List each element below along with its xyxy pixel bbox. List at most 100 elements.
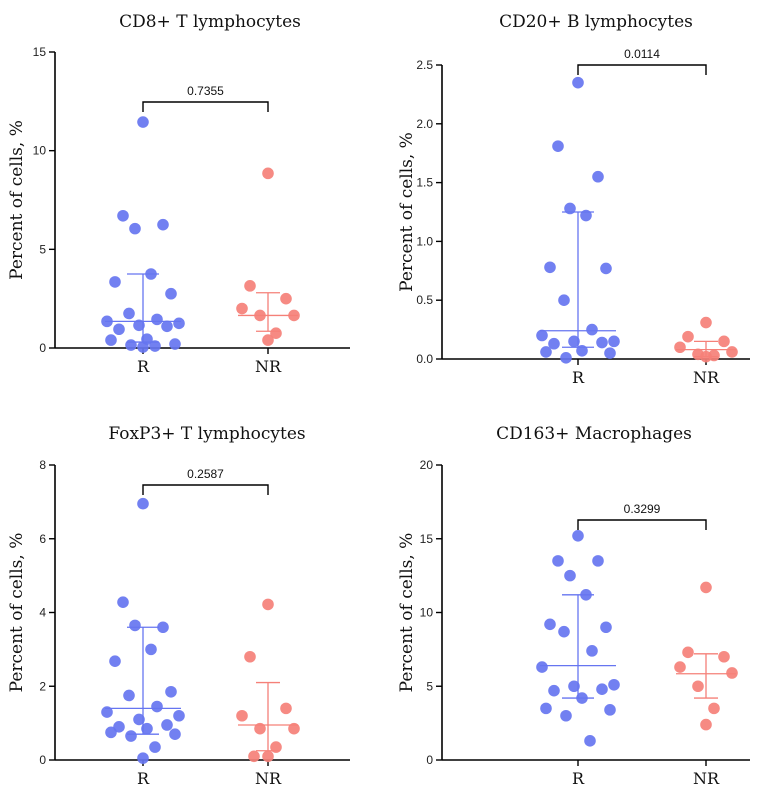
y-tick-label: 0.0 [416,352,433,366]
data-point [101,315,113,328]
significance-bracket [577,64,707,75]
data-point [592,555,604,567]
data-point [262,167,274,180]
data-point [600,621,612,634]
significance-bracket [577,519,707,530]
data-point [584,735,596,747]
data-point [173,709,185,722]
data-point [592,170,604,183]
data-point [244,650,256,663]
data-point [608,335,620,348]
data-point [548,684,560,697]
y-tick-label: 0 [426,753,433,767]
y-axis-label: Percent of cells, % [7,120,27,280]
data-point [572,530,584,542]
y-tick-label: 2 [39,679,46,693]
data-point [596,683,608,695]
chart-title: CD163+ Macrophages [496,424,692,444]
data-point [568,680,580,693]
data-point [564,202,576,215]
data-point [117,596,129,608]
data-point [708,702,720,715]
data-point [544,618,556,631]
data-point [270,327,282,340]
p-value-label: 0.0114 [624,47,660,61]
data-point [123,307,135,320]
y-tick-label: 1.0 [416,234,433,248]
p-value-label: 0.3299 [624,502,661,516]
data-point [682,646,694,659]
y-tick-label: 20 [420,458,434,472]
data-point [151,313,163,326]
data-point [552,140,564,152]
data-point [564,569,576,582]
data-point [558,294,570,307]
data-point [149,741,161,753]
data-point [254,309,266,322]
data-point [137,497,149,510]
data-point [288,722,300,735]
data-point [280,292,292,305]
chart-panel-3: FoxP3+ T lymphocytes Percent of cells, % 0… [7,424,350,788]
data-point [580,209,592,222]
data-point [600,262,612,275]
data-point [596,336,608,349]
data-point [244,280,256,292]
data-point [576,692,588,704]
x-tick-label: R [572,368,585,387]
x-tick-label: R [137,357,150,376]
series-nr [674,316,738,363]
x-tick-label: NR [693,769,720,788]
data-point [101,706,113,718]
data-point [262,598,274,611]
data-point [700,350,712,363]
data-point [133,713,145,726]
data-point [236,302,248,315]
data-point [558,625,570,638]
data-point [536,661,548,673]
series-r [536,76,620,364]
data-point [169,728,181,740]
data-point [700,316,712,329]
data-point [262,750,274,763]
data-point [718,335,730,348]
data-point [560,709,572,722]
data-point [548,337,560,350]
data-point [137,341,149,353]
y-tick-label: 0.5 [416,293,433,307]
data-point [236,709,248,722]
data-point [692,680,704,693]
y-tick-label: 0 [39,753,46,767]
series-r [101,116,185,353]
data-point [129,619,141,632]
data-point [586,645,598,657]
data-point [540,346,552,358]
y-tick-label: 4 [39,606,46,620]
data-point [674,661,686,673]
data-point [248,750,260,763]
series-nr [236,167,300,346]
data-point [262,334,274,346]
data-point [572,76,584,89]
y-tick-label: 5 [426,679,433,693]
y-tick-label: 2.5 [416,58,433,72]
data-point [700,581,712,594]
data-point [129,222,141,235]
chart-panel-1: CD8+ T lymphocytes Percent of cells, % 0 5 1… [7,12,350,376]
y-tick-label: 8 [39,458,46,472]
data-point [145,268,157,280]
series-nr [674,581,738,731]
y-axis-label: Percent of cells, % [397,132,417,292]
data-point [169,338,181,350]
data-point [682,330,694,343]
data-point [123,689,135,702]
data-point [173,317,185,330]
significance-bracket [142,484,269,495]
y-tick-label: 1.5 [416,176,433,190]
x-tick-label: NR [693,368,720,387]
chart-title: CD8+ T lymphocytes [119,12,301,32]
data-point [270,741,282,753]
y-axis-label: Percent of cells, % [7,533,27,693]
data-point [137,116,149,128]
